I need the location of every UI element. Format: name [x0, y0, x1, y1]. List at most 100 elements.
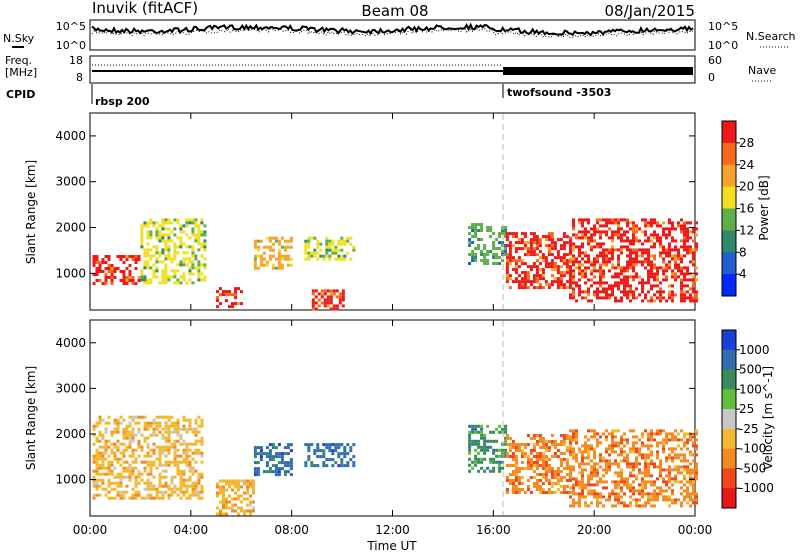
colorbar-swatch — [722, 468, 736, 489]
x-tick-label: 04:00 — [174, 523, 209, 537]
noise-right-tick-top: 10^5 — [708, 20, 738, 33]
velocity-colorbar-label: Velocity [m s^-1] — [761, 366, 775, 470]
echo-region-1 — [92, 255, 141, 285]
colorbar-tick-label: -25 — [739, 422, 759, 436]
colorbar-tick-label: 16 — [739, 202, 754, 216]
colorbar-tick-label: -500 — [739, 461, 766, 475]
time-axis: 00:00 04:00 08:00 12:00 16:00 20:00 00:00 — [73, 113, 713, 537]
velocity-y-ticks: 1000 2000 3000 4000 — [55, 336, 695, 487]
echo-region-5 — [468, 424, 508, 473]
nave-tick-top: 60 — [708, 54, 722, 67]
noise-sky-label: N.Sky — [3, 32, 35, 45]
velocity-panel: 1000 2000 3000 4000 Slant Range [km] — [24, 319, 698, 517]
colorbar-tick-label: 1000 — [739, 343, 770, 357]
noise-search-trace — [91, 27, 694, 39]
colorbar-swatch — [722, 252, 736, 275]
colorbar-swatch — [722, 349, 736, 371]
echo-region-4 — [253, 236, 293, 270]
power-colorbar-label: Power [dB] — [757, 175, 771, 240]
freq-tick-top: 18 — [69, 54, 83, 67]
date-title: 08/Jan/2015 — [605, 2, 696, 20]
colorbar-tick-label: 24 — [739, 158, 754, 172]
velocity-scatter-cells — [92, 415, 698, 516]
nave-tick-bottom: 0 — [708, 71, 715, 84]
colorbar-tick-label: 500 — [739, 363, 762, 377]
colorbar-swatch — [722, 142, 736, 166]
y-tick-label: 2000 — [55, 221, 86, 235]
colorbar-swatch — [722, 274, 736, 297]
y-tick-label: 4000 — [55, 336, 86, 350]
echo-region-3 — [253, 443, 293, 477]
echo-region-3 — [216, 287, 243, 309]
noise-left-tick-bottom: 10^0 — [56, 39, 86, 52]
echo-region-7 — [468, 223, 508, 265]
x-tick-label: 20:00 — [577, 523, 612, 537]
colorbar-swatch — [722, 488, 736, 509]
power-ylabel: Slant Range [km] — [24, 160, 38, 264]
colorbar-tick-label: 12 — [739, 223, 754, 237]
noise-left-tick-top: 10^5 — [56, 20, 86, 33]
frequency-panel: Freq. [MHz] 18 8 60 0 Nave — [5, 54, 776, 84]
nave-block-twofsound — [503, 67, 693, 75]
noise-right-tick-bottom: 10^0 — [708, 39, 738, 52]
cpid-label: CPID — [6, 88, 35, 101]
colorbar-tick-label: -100 — [739, 442, 766, 456]
echo-region-6 — [311, 289, 345, 311]
velocity-ylabel: Slant Range [km] — [24, 366, 38, 470]
echo-region-5 — [304, 236, 356, 261]
colorbar-swatch — [722, 121, 736, 144]
power-y-ticks: 1000 2000 3000 4000 — [55, 129, 695, 280]
colorbar-swatch — [722, 186, 736, 209]
cpid-program-1: rbsp 200 — [95, 95, 150, 108]
echo-region-2 — [216, 479, 255, 516]
colorbar-tick-label: 28 — [739, 136, 754, 150]
x-tick-label: 16:00 — [476, 523, 511, 537]
noise-search-label: N.Search — [746, 30, 796, 43]
y-tick-label: 3000 — [55, 175, 86, 189]
x-tick-label: 08:00 — [274, 523, 309, 537]
colorbar-swatch — [722, 208, 736, 231]
beam-title: Beam 08 — [361, 2, 428, 20]
x-tick-label: 00:00 — [678, 523, 713, 537]
x-tick-label: 12:00 — [375, 523, 410, 537]
echo-region-4 — [304, 443, 356, 468]
colorbar-tick-label: 8 — [739, 245, 747, 259]
station-title: Inuvik (fitACF) — [92, 0, 198, 17]
x-tick-label: 00:00 — [73, 523, 108, 537]
power-panel: 1000 2000 3000 4000 Slant Range [km] — [24, 112, 698, 311]
echo-region-2 — [140, 218, 207, 285]
y-tick-label: 1000 — [55, 266, 86, 280]
colorbar-swatch — [722, 409, 736, 430]
colorbar-tick-label: 25 — [739, 402, 754, 416]
noise-sky-trace — [91, 22, 694, 37]
colorbar-swatch — [722, 428, 736, 450]
colorbar-swatch — [722, 369, 736, 390]
cpid-program-2: twofsound -3503 — [507, 86, 611, 99]
y-tick-label: 1000 — [55, 473, 86, 487]
velocity-colorbar: 1000 500 100 25 -25 -100 -500 -1000 Velocity [m… — [721, 329, 775, 509]
colorbar-swatch — [722, 448, 736, 469]
echo-region-6 — [505, 434, 572, 494]
noise-panel: N.Sky 10^5 10^0 10^5 10^0 N.Search — [3, 19, 796, 52]
echo-region-9 — [569, 218, 698, 303]
colorbar-tick-label: -1000 — [739, 481, 774, 495]
power-scatter-cells — [92, 218, 698, 311]
colorbar-swatch — [722, 230, 736, 253]
y-tick-label: 4000 — [55, 129, 86, 143]
colorbar-swatch — [722, 330, 736, 351]
y-tick-label: 2000 — [55, 427, 86, 441]
colorbar-tick-label: 4 — [739, 267, 747, 281]
colorbar-swatch — [722, 164, 736, 188]
colorbar-swatch — [722, 389, 736, 410]
freq-tick-bottom: 8 — [76, 71, 83, 84]
nave-label: Nave — [748, 64, 776, 77]
echo-region-7 — [569, 429, 698, 508]
power-colorbar: 4 8 12 16 20 24 28 Power [dB] — [721, 120, 771, 297]
freq-label: Freq. — [5, 54, 32, 67]
echo-region-1 — [92, 415, 204, 500]
freq-unit-label: [MHz] — [5, 66, 37, 79]
colorbar-tick-label: 20 — [739, 180, 754, 194]
colorbar-tick-label: 100 — [739, 382, 762, 396]
time-axis-label: Time UT — [366, 539, 417, 553]
